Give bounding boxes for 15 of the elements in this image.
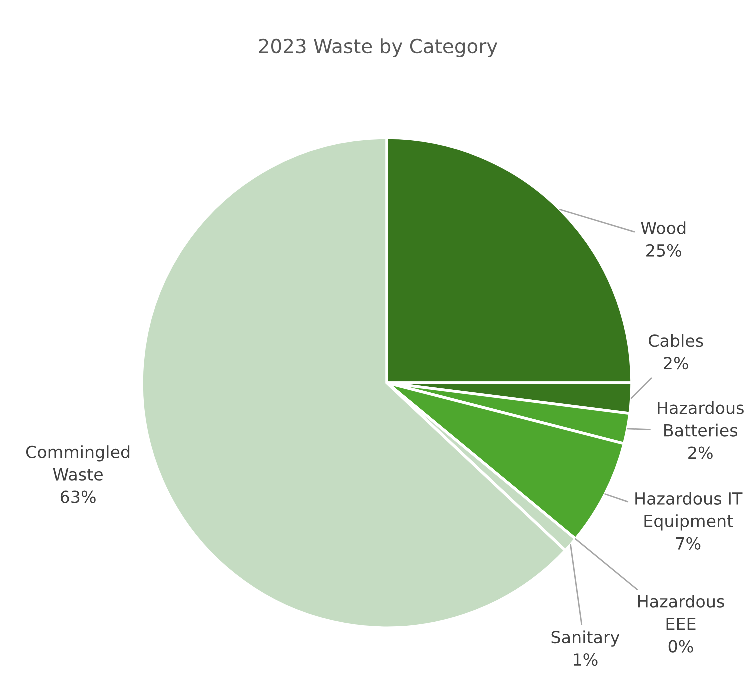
data-label: 63%	[60, 490, 96, 504]
slice-label: Hazardous Batteries	[658, 401, 744, 437]
data-label: 7%	[676, 537, 701, 550]
slice-label: Wood	[641, 222, 686, 235]
data-label: 1%	[574, 654, 598, 666]
data-label: 2%	[688, 446, 713, 460]
chart-title: 2023 Waste by Category	[259, 38, 498, 58]
data-label: 2%	[664, 357, 688, 370]
slice-label: Hazardous IT Equipment	[636, 492, 743, 531]
data-label: 25%	[646, 244, 682, 257]
slice-label: Cables	[649, 334, 704, 348]
slice-label: Sanitary	[552, 630, 620, 647]
slice-label: Commingled Waste	[26, 446, 130, 481]
category-label: Hazardous EEE	[638, 595, 724, 630]
text: 0%	[668, 640, 694, 653]
